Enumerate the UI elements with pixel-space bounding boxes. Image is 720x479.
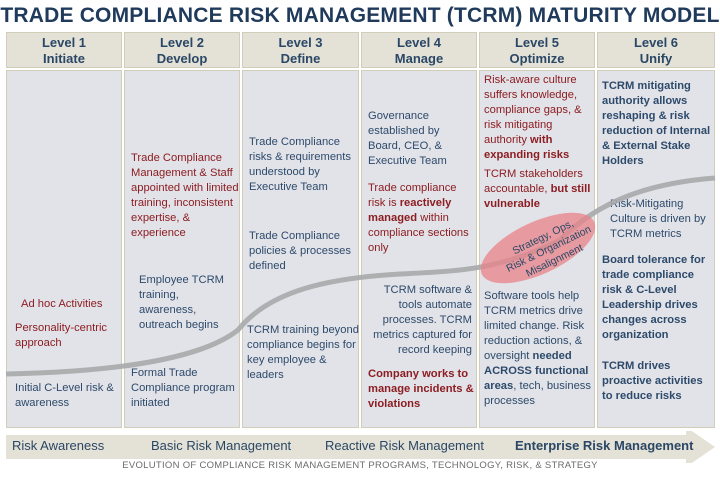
- level-name: Initiate: [43, 51, 85, 66]
- level-3-column: Level 3 Define Trade Compliance risks & …: [242, 32, 359, 428]
- stage-basic-risk-management: Basic Risk Management: [151, 438, 292, 453]
- text-fragment: , tech, business processes: [484, 380, 591, 407]
- level-2-item: Formal Trade Compliance program initiate…: [131, 367, 235, 409]
- level-1-body: Ad hoc Activities Personality-centric ap…: [6, 70, 122, 428]
- level-5-header: Level 5 Optimize: [479, 32, 595, 68]
- level-6-item: Risk-Mitigating Culture is driven by TCR…: [610, 198, 706, 240]
- level-number: Level 2: [159, 35, 205, 50]
- level-2-item: Trade Compliance Management & Staff appo…: [131, 152, 239, 239]
- level-1-item: Personality-centric approach: [15, 322, 108, 349]
- level-6-item: Board tolerance for trade compliance ris…: [602, 254, 706, 341]
- maturity-grid: Level 1 Initiate Ad hoc Activities Perso…: [6, 32, 715, 428]
- level-2-column: Level 2 Develop Trade Compliance Managem…: [124, 32, 240, 428]
- level-name: Unify: [639, 51, 673, 66]
- level-4-item: Company works to manage incidents & viol…: [368, 368, 474, 410]
- level-1-item: Ad hoc Activities: [21, 298, 103, 310]
- level-2-item: Employee TCRM training, awareness, outre…: [139, 274, 224, 331]
- level-5-item: Risk-aware culture suffers knowledge, co…: [484, 73, 594, 163]
- level-name: Optimize: [509, 51, 565, 66]
- level-3-item: Trade Compliance risks & requirements un…: [249, 136, 351, 193]
- level-3-header: Level 3 Define: [242, 32, 359, 68]
- level-number: Level 3: [278, 35, 323, 50]
- level-number: Level 1: [41, 35, 87, 50]
- level-6-header: Level 6 Unify: [597, 32, 715, 68]
- level-3-item: Trade Compliance policies & processes de…: [249, 230, 351, 272]
- stage-enterprise-risk-management: Enterprise Risk Management: [515, 438, 694, 453]
- level-3-item: TCRM training beyond compliance begins f…: [247, 324, 359, 381]
- level-name: Develop: [156, 51, 208, 66]
- level-4-item: Trade compliance risk is reactively mana…: [368, 181, 476, 256]
- level-number: Level 4: [396, 35, 442, 50]
- level-2-body: Trade Compliance Management & Staff appo…: [124, 70, 240, 428]
- diagram-title: TRADE COMPLIANCE RISK MANAGEMENT (TCRM) …: [0, 4, 720, 27]
- level-6-column: Level 6 Unify TCRM mitigating authority …: [597, 32, 715, 428]
- level-name: Define: [280, 51, 321, 66]
- level-1-item: Initial C-Level risk & awareness: [15, 382, 114, 409]
- level-4-body: Governance established by Board, CEO, & …: [361, 70, 477, 428]
- level-4-header: Level 4 Manage: [361, 32, 477, 68]
- level-number: Level 5: [514, 35, 560, 50]
- level-2-header: Level 2 Develop: [124, 32, 240, 68]
- level-name: Manage: [394, 51, 444, 66]
- level-6-item: TCRM mitigating authority allows reshapi…: [602, 80, 711, 167]
- level-6-item: TCRM drives proactive activities to redu…: [602, 360, 703, 402]
- level-5-item: TCRM stakeholders accountable, but still…: [484, 167, 594, 212]
- stage-risk-awareness: Risk Awareness: [12, 438, 105, 453]
- level-4-item: TCRM software & tools automate processes…: [373, 284, 472, 356]
- level-6-body: TCRM mitigating authority allows reshapi…: [597, 70, 715, 428]
- level-4-item: Governance established by Board, CEO, & …: [368, 110, 447, 167]
- text-fragment: Risk-aware culture suffers knowledge, co…: [484, 74, 582, 146]
- evolution-caption: EVOLUTION OF COMPLIANCE RISK MANAGEMENT …: [122, 460, 598, 471]
- level-1-header: Level 1 Initiate: [6, 32, 122, 68]
- evolution-arrow: [6, 431, 715, 463]
- level-1-column: Level 1 Initiate Ad hoc Activities Perso…: [6, 32, 122, 428]
- emphasis-text: with expanding risks: [484, 134, 570, 161]
- level-number: Level 6: [633, 35, 679, 50]
- level-5-item: Software tools help TCRM metrics drive l…: [484, 289, 594, 409]
- level-3-body: Trade Compliance risks & requirements un…: [242, 70, 359, 428]
- level-4-column: Level 4 Manage Governance established by…: [361, 32, 477, 428]
- stage-reactive-risk-management: Reactive Risk Management: [325, 438, 484, 453]
